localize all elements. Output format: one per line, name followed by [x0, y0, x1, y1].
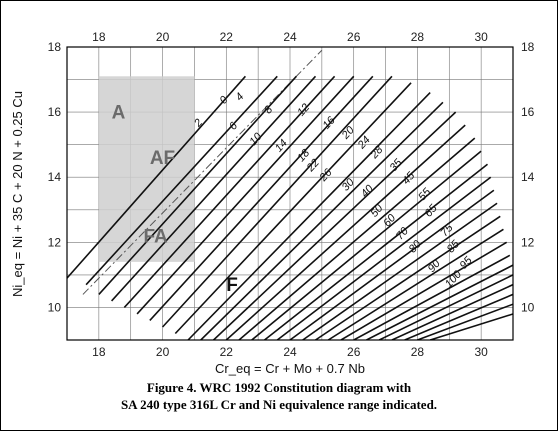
y-axis-title: Ni_eq = Ni + 35 C + 20 N + 0.25 Cu	[10, 91, 25, 297]
fn-label-60: 60	[381, 212, 399, 230]
x-tick-label-top: 22	[220, 30, 234, 44]
figure-caption: Figure 4. WRC 1992 Constitution diagram …	[0, 379, 558, 413]
iso-fn-line-65	[340, 241, 508, 340]
y-tick-label-right: 10	[521, 300, 535, 314]
shaded-range	[98, 76, 195, 262]
x-tick-label-top: 28	[411, 30, 425, 44]
iso-fn-line-30	[251, 150, 482, 340]
x-tick-label-bottom: 18	[92, 345, 106, 359]
fn-label-4: 4	[233, 91, 246, 104]
region-label-a: A	[112, 103, 126, 124]
iso-fn-line-95	[417, 303, 513, 340]
iso-fn-line-10	[123, 75, 336, 308]
iso-fn-line-90	[404, 293, 513, 340]
plot-border	[66, 46, 514, 341]
y-tick-label-left: 16	[48, 105, 62, 119]
x-tick-label-top: 18	[92, 30, 106, 44]
fn-label-26: 26	[317, 166, 335, 185]
x-tick-label-bottom: 28	[411, 345, 425, 359]
y-tick-label-right: 18	[521, 40, 535, 54]
iso-ferrite-lines	[67, 49, 513, 340]
region-label-fa: FA	[143, 226, 168, 247]
iso-fn-line-28	[238, 137, 476, 340]
iso-fn-line-8	[111, 75, 317, 302]
x-tick-label-top: 30	[474, 30, 488, 44]
y-tick-label-left: 14	[48, 170, 62, 184]
phase-region-labels: A AF FA F	[112, 103, 238, 297]
iso-fn-line-2	[67, 75, 246, 279]
fn-label-40: 40	[359, 182, 377, 200]
x-tick-label-top: 26	[347, 30, 361, 44]
iso-fn-line-40	[276, 176, 492, 340]
iso-fn-line-18	[174, 82, 412, 335]
iso-fn-line-85	[391, 283, 513, 340]
fn-label-20: 20	[339, 124, 357, 143]
iso-fn-line-55	[315, 215, 501, 340]
iso-fn-line-70	[353, 254, 511, 340]
fn-label-28: 28	[368, 143, 386, 162]
iso-fn-line-24	[212, 111, 457, 340]
x-axis-title: Cr_eq = Cr + Mo + 0.7 Nb	[215, 361, 365, 376]
iso-fn-line-80	[378, 274, 513, 340]
region-label-f: F	[226, 275, 238, 296]
iso-fn-line-6	[98, 75, 297, 295]
y-tick-label-left: 12	[48, 235, 62, 249]
x-tick-label-bottom: 24	[283, 345, 297, 359]
fn-label-75: 75	[438, 221, 456, 239]
y-tick-label-right: 14	[521, 170, 535, 184]
fn-label-30: 30	[340, 176, 358, 194]
iso-fn-line-50	[302, 202, 498, 340]
x-tick-label-top: 24	[283, 30, 297, 44]
y-tick-label-left: 10	[48, 300, 62, 314]
fn-label-90: 90	[426, 257, 444, 275]
iso-fn-line-26	[225, 124, 466, 340]
y-tick-label-right: 12	[521, 235, 535, 249]
fn-label-45: 45	[400, 169, 418, 187]
iso-fn-line-14	[149, 75, 374, 322]
fn-label-6: 6	[227, 119, 241, 132]
iso-fn-line-75	[366, 264, 513, 340]
fn-label-10: 10	[247, 130, 265, 148]
iso-fn-line-60	[327, 228, 504, 340]
iso-fn-line-45	[289, 189, 495, 340]
iso-fn-line-22	[200, 101, 444, 340]
region-label-af: AF	[150, 148, 175, 169]
fn-label-35: 35	[388, 156, 406, 174]
fn-label-55: 55	[416, 186, 434, 204]
fn-label-24: 24	[355, 134, 373, 152]
iso-fn-line-20	[187, 92, 431, 340]
x-tick-label-top: 20	[156, 30, 170, 44]
x-tick-label-bottom: 30	[474, 345, 488, 359]
caption-line-1: Figure 4. WRC 1992 Constitution diagram …	[146, 380, 412, 395]
fn-label-8: 8	[262, 103, 276, 116]
fn-label-14: 14	[273, 137, 290, 154]
fn-label-85: 85	[445, 238, 463, 256]
x-tick-label-bottom: 22	[220, 345, 234, 359]
iso-fn-line-12	[136, 75, 355, 315]
iso-fn-line-100	[429, 313, 513, 340]
iso-fn-line-16	[161, 75, 393, 328]
equivalence-range-rect	[98, 76, 195, 262]
axis-tick-labels: 18 18 20 20 22 22 24 24 26 26 28 28 30 30 10 10 12 12 14 14…	[48, 30, 535, 359]
caption-line-2: SA 240 type 316L Cr and Ni equivalence r…	[120, 397, 438, 412]
y-tick-label-left: 18	[48, 40, 62, 54]
iso-fn-line-35	[264, 163, 489, 340]
x-tick-label-bottom: 26	[347, 345, 361, 359]
fn-label-100: 100	[443, 268, 465, 290]
x-tick-label-bottom: 20	[156, 345, 170, 359]
iso-fn-line-4	[85, 75, 278, 286]
y-tick-label-right: 16	[521, 105, 535, 119]
